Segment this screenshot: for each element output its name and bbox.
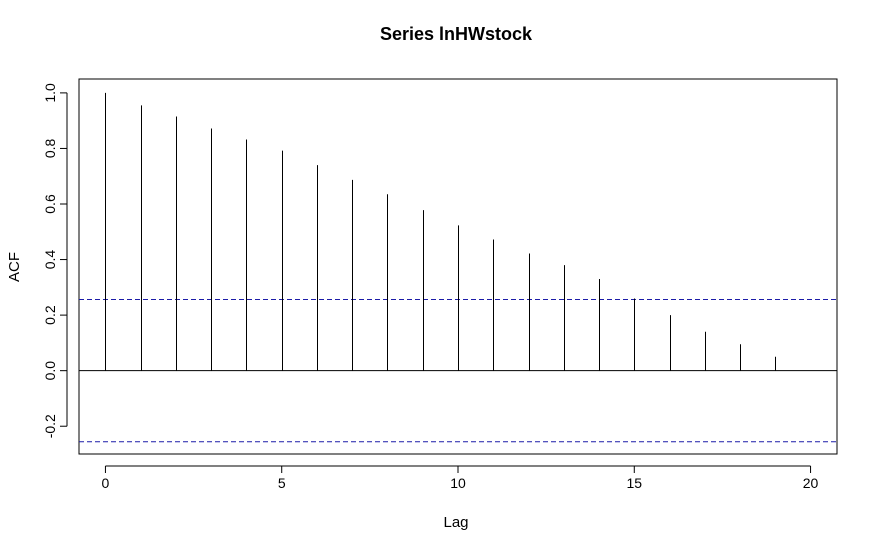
- x-tick-label: 15: [626, 475, 642, 491]
- x-tick-label: 0: [102, 475, 110, 491]
- y-tick-label: 0.8: [42, 139, 58, 159]
- y-tick-label: 0.4: [42, 250, 58, 270]
- y-axis: -0.2 0.0 0.2 0.4 0.6 0.8 1.0: [42, 83, 68, 438]
- acf-spikes: [105, 92, 776, 371]
- x-axis-label: Lag: [443, 514, 468, 531]
- y-axis-label: ACF: [6, 252, 23, 282]
- x-tick-label: 10: [450, 475, 466, 491]
- y-tick-label: 0.0: [42, 361, 58, 381]
- y-tick-label: 0.6: [42, 194, 58, 214]
- x-tick-label: 20: [803, 475, 819, 491]
- y-tick-label: 0.2: [42, 305, 58, 325]
- y-tick-label: 1.0: [42, 83, 58, 103]
- plot-frame: [78, 78, 838, 455]
- x-axis: 0 5 10 15 20: [102, 465, 819, 491]
- x-tick-label: 5: [278, 475, 286, 491]
- y-tick-label: -0.2: [42, 414, 58, 438]
- chart-title: Series lnHWstock: [380, 24, 533, 44]
